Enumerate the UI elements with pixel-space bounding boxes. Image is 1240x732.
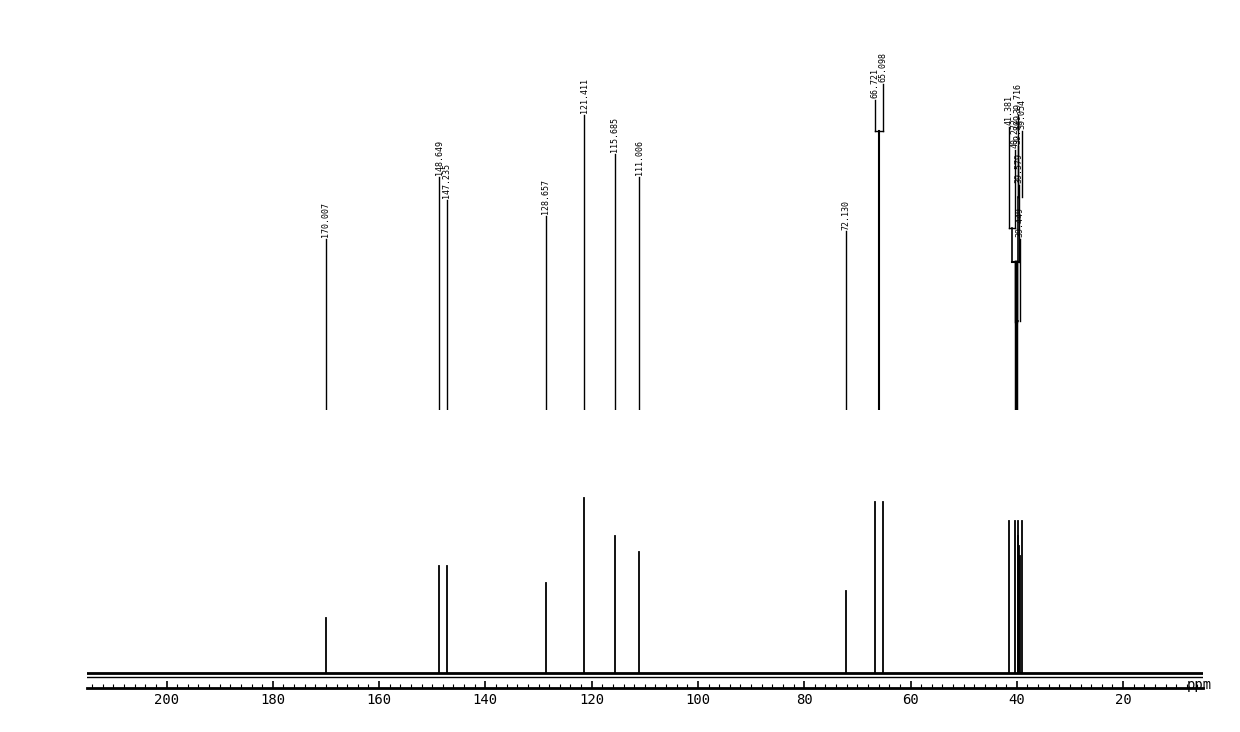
Text: 147.235: 147.235 — [443, 163, 451, 198]
Text: ppm: ppm — [1187, 678, 1211, 692]
Text: 170.007: 170.007 — [321, 202, 330, 237]
Text: 41.381: 41.381 — [1004, 94, 1014, 124]
Text: 39.716: 39.716 — [1014, 83, 1023, 113]
Text: 66.721: 66.721 — [870, 67, 879, 97]
Text: 65.098: 65.098 — [879, 52, 888, 82]
Text: 111.006: 111.006 — [635, 141, 644, 175]
Text: 72.130: 72.130 — [842, 200, 851, 230]
Text: 128.657: 128.657 — [541, 179, 551, 214]
Text: 39.449: 39.449 — [1016, 207, 1024, 237]
Text: 148.649: 148.649 — [435, 141, 444, 175]
Text: 39.054: 39.054 — [1017, 99, 1027, 129]
Text: 40.272: 40.272 — [1011, 118, 1019, 148]
Text: 39.579: 39.579 — [1014, 153, 1023, 183]
Text: 115.685: 115.685 — [610, 117, 619, 152]
Text: 39.809: 39.809 — [1013, 114, 1022, 144]
Text: 121.411: 121.411 — [579, 78, 589, 113]
